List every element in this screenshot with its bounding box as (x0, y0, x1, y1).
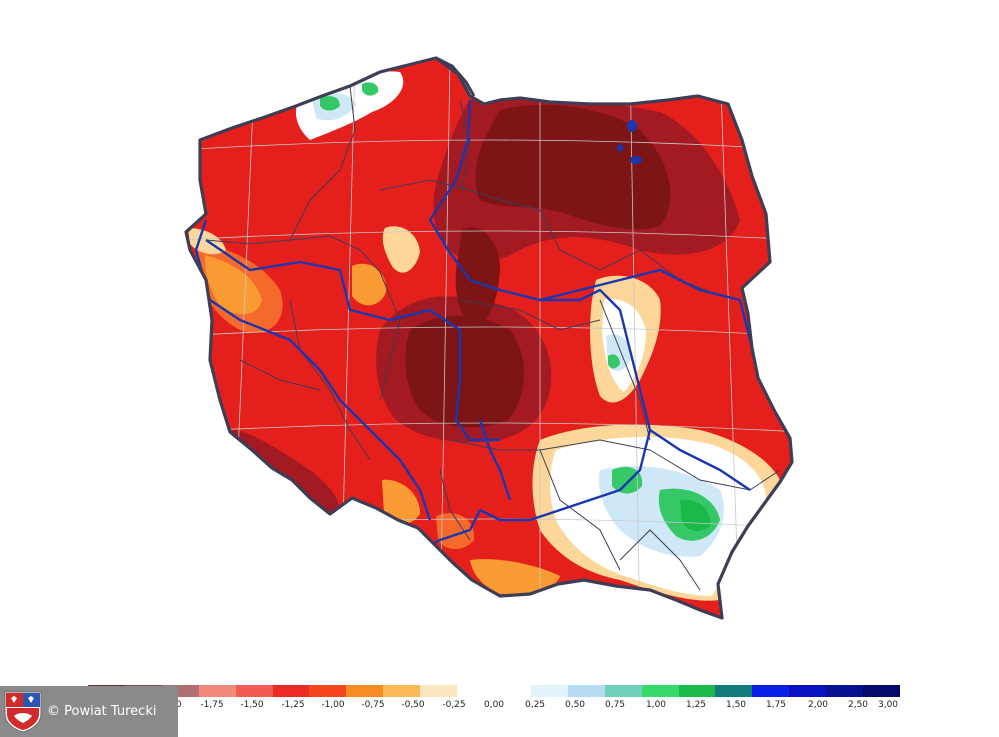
zone-wet-green-northwest (320, 96, 340, 111)
coat-of-arms-icon (4, 691, 42, 733)
parallel-1 (186, 139, 792, 151)
zone-wet-green-east (608, 354, 620, 369)
legend-swatch (420, 685, 458, 697)
legend-swatch (383, 685, 421, 697)
legend-swatch (235, 685, 274, 697)
parallel-4 (186, 422, 792, 433)
legend-color-bar (88, 685, 901, 697)
legend-swatch (752, 685, 790, 697)
legend-swatch (789, 685, 827, 697)
border-13 (649, 449, 781, 491)
border-9 (599, 299, 651, 441)
river-narew-bug (539, 268, 741, 302)
legend-tick-label: 0,00 (483, 700, 505, 710)
legend-tick-label: -1,75 (200, 700, 224, 710)
border-15 (619, 529, 701, 591)
legend-tick-label: -1,25 (281, 700, 305, 710)
border-12 (439, 469, 471, 541)
legend-swatch (678, 685, 716, 697)
credit-badge: © Powiat Turecki (0, 686, 178, 737)
border-1 (289, 85, 356, 241)
legend-tick-label: 1,25 (685, 700, 707, 710)
legend-tick-label: 0,75 (604, 700, 626, 710)
legend-tick-labels: -3,00-2,50-2,00-1,75-1,50-1,25-1,00-0,75… (0, 700, 999, 716)
poland-drought-map (184, 56, 794, 620)
river-pilica (478, 419, 512, 501)
river-warta (205, 239, 500, 442)
lake-1 (627, 120, 637, 132)
zone-severe-southwest (226, 428, 341, 516)
legend-swatch (567, 685, 606, 697)
credit-text: © Powiat Turecki (47, 704, 157, 719)
zone-wet-green-south (612, 466, 643, 494)
legend-swatch (272, 685, 310, 697)
legend-tick-label: -0,25 (442, 700, 466, 710)
river-san (649, 429, 751, 491)
zone-mild-west (204, 255, 262, 315)
legend-swatch (715, 685, 753, 697)
legend-tick-label: 1,00 (645, 700, 667, 710)
border-11 (539, 449, 621, 571)
legend-tick-label: 2,00 (807, 700, 829, 710)
border-6 (379, 271, 401, 401)
border-2 (205, 235, 381, 273)
lakes (617, 120, 642, 164)
meridian-3 (439, 59, 451, 618)
legend-tick-label: 2,50 (847, 700, 869, 710)
zone-mild-south-far (470, 559, 560, 595)
legend-tick-label: 3,00 (877, 700, 899, 710)
lake-2 (630, 156, 642, 164)
legend-tick-label: 1,75 (765, 700, 787, 710)
baltic-coast-spit (435, 56, 476, 97)
border-3 (379, 179, 541, 211)
legend-swatch (641, 685, 680, 697)
zone-extreme-center-core (405, 315, 525, 428)
parallel-2 (186, 230, 792, 241)
zone-light-center-west (382, 226, 420, 273)
legend-swatch (198, 685, 237, 697)
river-vistula (428, 99, 652, 522)
legend-tick-label: 0,25 (524, 700, 546, 710)
legend-tick-label: -0,75 (361, 700, 385, 710)
zone-extreme-north-core (475, 104, 671, 230)
zone-wet-green-northwest-2 (362, 82, 379, 96)
legend-swatch (494, 685, 532, 697)
meridian-5 (629, 59, 641, 618)
legend-tick-label: -1,50 (240, 700, 264, 710)
legend-swatch (309, 685, 347, 697)
border-7 (289, 299, 371, 461)
legend-swatch (530, 685, 569, 697)
legend-swatch (604, 685, 643, 697)
legend-swatch (863, 685, 901, 697)
zone-mild-south (436, 513, 475, 549)
lake-3 (617, 144, 623, 152)
legend-swatch (457, 685, 495, 697)
drought-fill (186, 58, 792, 618)
border-8 (459, 299, 601, 331)
legend-tick-label: -0,50 (401, 700, 425, 710)
zone-mild-southwest (382, 479, 420, 525)
legend-swatch (826, 685, 864, 697)
border-4 (459, 99, 471, 191)
border-14 (239, 359, 321, 391)
legend-tick-label: 0,50 (564, 700, 586, 710)
legend-tick-label: 1,50 (725, 700, 747, 710)
legend-swatch (346, 685, 384, 697)
zone-mild-center (352, 263, 387, 306)
legend-tick-label: -1,00 (321, 700, 345, 710)
